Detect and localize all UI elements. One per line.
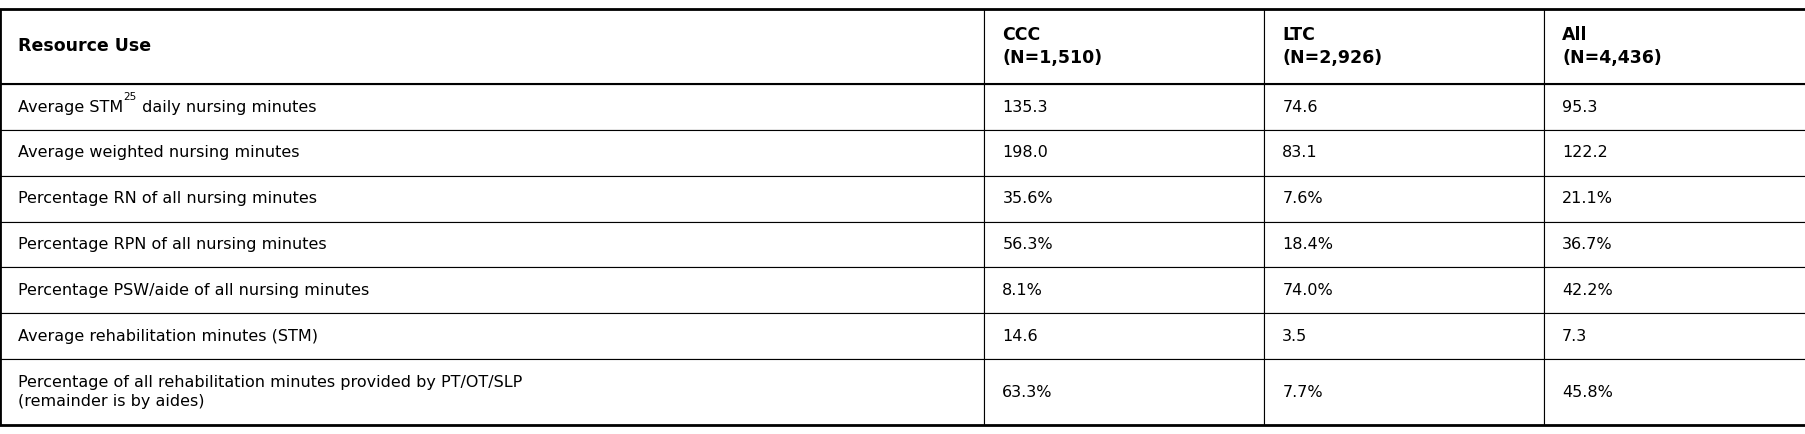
Bar	[984, 222, 1264, 267]
Bar	[0, 222, 984, 267]
Text: Percentage RN of all nursing minutes: Percentage RN of all nursing minutes	[18, 191, 318, 206]
Bar	[1543, 313, 1805, 359]
Bar	[984, 359, 1264, 425]
Text: Percentage RPN of all nursing minutes: Percentage RPN of all nursing minutes	[18, 237, 327, 252]
Bar	[1543, 9, 1805, 84]
Bar	[1264, 222, 1543, 267]
Bar	[0, 359, 984, 425]
Bar	[984, 313, 1264, 359]
Text: 7.6%: 7.6%	[1282, 191, 1321, 206]
Text: 21.1%: 21.1%	[1561, 191, 1612, 206]
Bar	[1264, 130, 1543, 176]
Bar	[0, 267, 984, 313]
Text: daily nursing minutes: daily nursing minutes	[137, 100, 316, 115]
Bar	[984, 176, 1264, 222]
Bar	[0, 313, 984, 359]
Text: 45.8%: 45.8%	[1561, 385, 1612, 400]
Text: Average weighted nursing minutes: Average weighted nursing minutes	[18, 145, 300, 161]
Bar	[1264, 176, 1543, 222]
Bar	[1264, 313, 1543, 359]
Text: Resource Use: Resource Use	[18, 37, 152, 56]
Bar	[1543, 130, 1805, 176]
Bar	[0, 84, 984, 130]
Text: 42.2%: 42.2%	[1561, 283, 1612, 298]
Bar	[0, 9, 984, 84]
Text: 63.3%: 63.3%	[1002, 385, 1052, 400]
Bar	[1543, 176, 1805, 222]
Bar	[1543, 267, 1805, 313]
Text: 56.3%: 56.3%	[1002, 237, 1052, 252]
Text: All
(N=4,436): All (N=4,436)	[1561, 26, 1661, 67]
Bar	[1264, 84, 1543, 130]
Text: 14.6: 14.6	[1002, 329, 1038, 344]
Text: Percentage PSW/aide of all nursing minutes: Percentage PSW/aide of all nursing minut…	[18, 283, 368, 298]
Text: 74.0%: 74.0%	[1282, 283, 1332, 298]
Bar	[984, 9, 1264, 84]
Bar	[1264, 359, 1543, 425]
Bar	[1543, 222, 1805, 267]
Bar	[1543, 359, 1805, 425]
Text: 36.7%: 36.7%	[1561, 237, 1612, 252]
Text: 25: 25	[123, 92, 137, 102]
Text: 74.6: 74.6	[1282, 100, 1318, 115]
Text: 3.5: 3.5	[1282, 329, 1307, 344]
Text: 7.3: 7.3	[1561, 329, 1587, 344]
Text: Average rehabilitation minutes (STM): Average rehabilitation minutes (STM)	[18, 329, 318, 344]
Bar	[1264, 267, 1543, 313]
Bar	[1264, 9, 1543, 84]
Text: 198.0: 198.0	[1002, 145, 1047, 161]
Text: 18.4%: 18.4%	[1282, 237, 1332, 252]
Text: 122.2: 122.2	[1561, 145, 1606, 161]
Text: 7.7%: 7.7%	[1282, 385, 1321, 400]
Bar	[984, 267, 1264, 313]
Text: 135.3: 135.3	[1002, 100, 1047, 115]
Bar	[984, 130, 1264, 176]
Text: 95.3: 95.3	[1561, 100, 1597, 115]
Text: 83.1: 83.1	[1282, 145, 1318, 161]
Text: 8.1%: 8.1%	[1002, 283, 1043, 298]
Bar	[1543, 84, 1805, 130]
Text: Average STM: Average STM	[18, 100, 123, 115]
Text: 35.6%: 35.6%	[1002, 191, 1052, 206]
Bar	[984, 84, 1264, 130]
Text: Percentage of all rehabilitation minutes provided by PT/OT/SLP
(remainder is by : Percentage of all rehabilitation minutes…	[18, 375, 522, 409]
Text: CCC
(N=1,510): CCC (N=1,510)	[1002, 26, 1101, 67]
Bar	[0, 176, 984, 222]
Bar	[0, 130, 984, 176]
Text: LTC
(N=2,926): LTC (N=2,926)	[1282, 26, 1381, 67]
